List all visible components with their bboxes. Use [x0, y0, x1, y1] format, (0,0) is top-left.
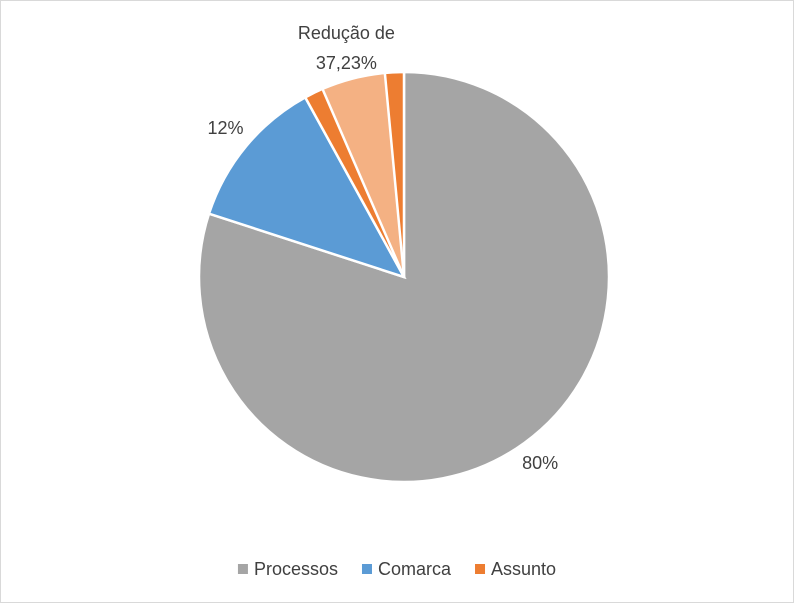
data-label: 80%: [522, 453, 558, 473]
legend-label: Comarca: [378, 559, 452, 579]
legend-label: Assunto: [491, 559, 556, 579]
data-label: 12%: [207, 118, 243, 138]
legend-marker: [475, 564, 486, 574]
legend-marker: [361, 564, 372, 574]
legend-marker: [237, 564, 248, 574]
legend: Processos Comarca Assunto: [237, 559, 556, 579]
legend-label: Processos: [254, 559, 338, 579]
annotation: Redução de 37,23%: [297, 22, 395, 73]
pie-slice: [207, 95, 407, 280]
pie-slice-highlight: [320, 71, 406, 278]
